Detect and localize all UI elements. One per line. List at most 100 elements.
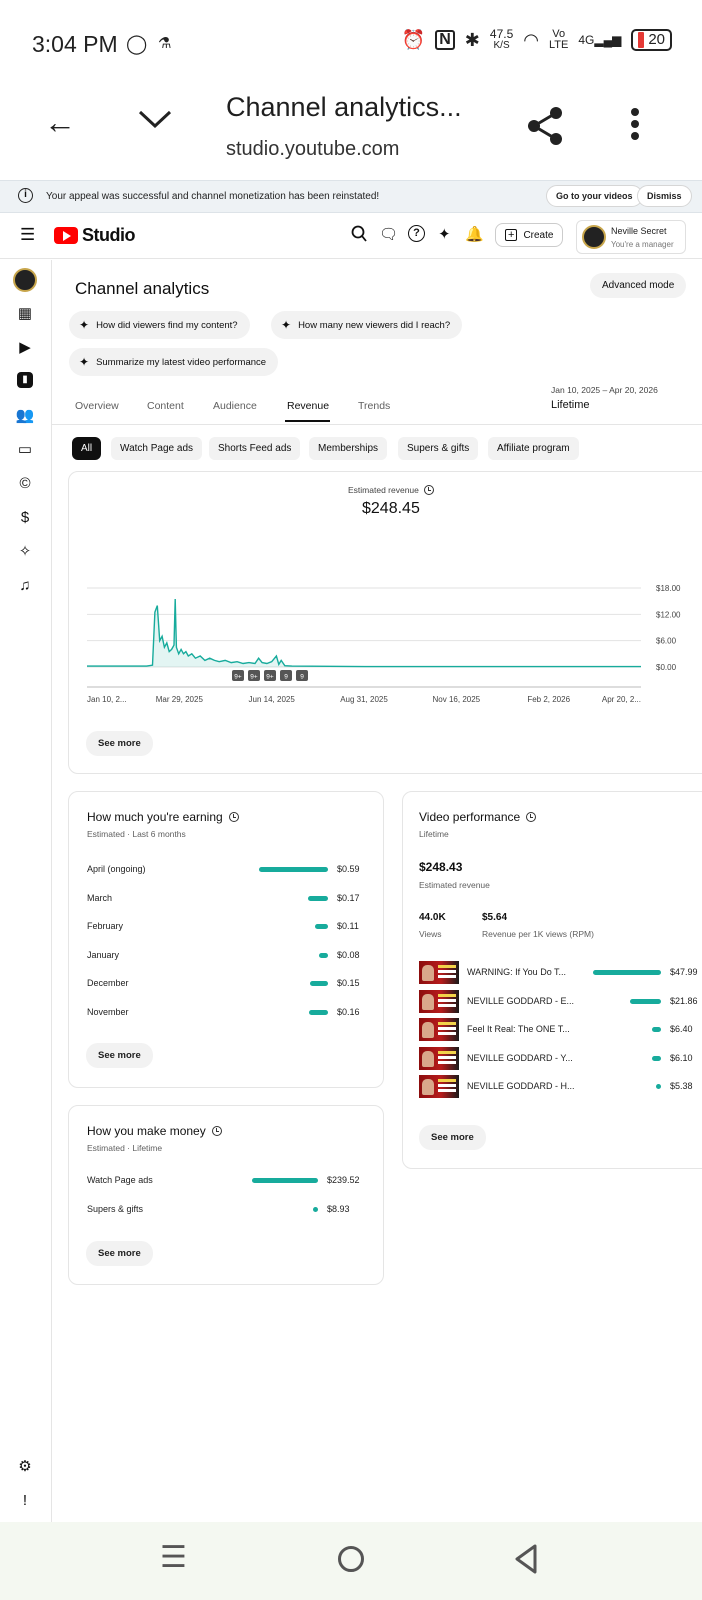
estimated-revenue-label-wrap: Estimated revenue [348, 485, 434, 495]
filter-shorts-feed-ads[interactable]: Shorts Feed ads [209, 437, 301, 460]
filter-memberships[interactable]: Memberships [309, 437, 388, 460]
revenue-area [87, 599, 641, 667]
video-revenue-bar [630, 998, 661, 1004]
studio-logo[interactable]: Studio [54, 225, 136, 246]
video-card-subtitle: Lifetime [419, 829, 449, 839]
notifications-icon[interactable]: 🔔 [465, 226, 484, 243]
help-icon[interactable]: ? [408, 225, 425, 242]
tab-revenue[interactable]: Revenue [287, 400, 330, 412]
settings-icon[interactable]: ⚙ [18, 1458, 32, 1475]
volte-bottom: LTE [548, 39, 569, 51]
more-vert-icon[interactable] [630, 108, 640, 147]
account-name: Neville Secret [611, 226, 667, 236]
video-title[interactable]: NEVILLE GODDARD - Y... [467, 1052, 573, 1063]
chart-event-badge[interactable]: 9+ [264, 670, 276, 681]
video-title[interactable]: WARNING: If You Do T... [467, 967, 567, 977]
earning-row-label: January [87, 949, 120, 960]
video-title[interactable]: NEVILLE GODDARD - E... [467, 995, 575, 1006]
video-thumbnail[interactable] [419, 1046, 459, 1070]
recent-apps-icon[interactable]: ☰ [160, 1541, 187, 1574]
video-revenue-label: Estimated revenue [419, 880, 490, 890]
earn-icon[interactable]: $ [20, 509, 30, 526]
audio-library-icon[interactable]: ♫ [19, 577, 31, 594]
date-range[interactable]: Jan 10, 2025 – Apr 20, 2026 [551, 385, 658, 395]
video-see-more-button[interactable]: See more [419, 1125, 486, 1150]
feedback-icon[interactable]: 🗨 [379, 226, 399, 243]
dashboard-icon[interactable]: ▦ [17, 305, 33, 322]
monetization-banner: i Your appeal was successful and channel… [0, 180, 702, 213]
go-to-videos-button[interactable]: Go to your videos [546, 185, 643, 207]
prompt-chip-new-viewers[interactable]: ✦ How many new viewers did I reach? [271, 311, 463, 339]
video-revenue-bar [593, 970, 661, 975]
money-row-bar [313, 1207, 318, 1212]
earning-row-label: November [87, 1006, 129, 1017]
browser-url[interactable]: studio.youtube.com [226, 138, 400, 160]
revenue-line[interactable] [87, 598, 641, 668]
badge-text: 9 [300, 674, 304, 681]
badge-box [264, 670, 276, 681]
date-preset[interactable]: Lifetime [551, 399, 590, 411]
revenue-see-more-button[interactable]: See more [86, 731, 153, 756]
money-row-label: Supers & gifts [87, 1204, 144, 1214]
menu-icon[interactable]: ☰ [20, 225, 36, 244]
video-title[interactable]: NEVILLE GODDARD - H... [467, 1081, 575, 1091]
video-thumbnail[interactable] [419, 961, 459, 984]
clock-icon [526, 812, 537, 822]
home-icon[interactable] [338, 1546, 364, 1572]
search-icon[interactable] [351, 225, 367, 248]
video-card-title: Video performance [419, 810, 521, 824]
tab-overview[interactable]: Overview [75, 400, 119, 412]
analytics-icon[interactable]: ▮ [17, 372, 33, 388]
chevron-down-icon[interactable] [138, 104, 172, 134]
filter-affiliate[interactable]: Affiliate program [488, 437, 579, 460]
back-nav-icon[interactable] [514, 1544, 538, 1579]
x-tick-label: Mar 29, 2025 [156, 695, 204, 704]
create-label: Create [523, 229, 554, 241]
tabs-divider [52, 424, 702, 425]
back-arrow-icon[interactable]: ← [44, 104, 76, 140]
status-bar: 3:04 PM ◯ ⚗ ⏰ N ✱ 47.5 K/S ◠ Vo LTE 4G▂▄… [0, 0, 702, 80]
prompt-chip-summarize[interactable]: ✦ Summarize my latest video performance [69, 348, 279, 376]
filter-all[interactable]: All [72, 437, 102, 460]
chart-event-badge[interactable]: 9+ [248, 670, 260, 681]
video-title[interactable]: Feel It Real: The ONE T... [467, 1024, 570, 1034]
earning-see-more-button[interactable]: See more [86, 1043, 153, 1068]
earning-row-bar [308, 895, 328, 901]
video-thumbnail[interactable] [419, 1018, 459, 1041]
create-button[interactable]: + Create [495, 223, 564, 247]
advanced-mode-button[interactable]: Advanced mode [590, 273, 687, 298]
chart-event-badge[interactable]: 9 [280, 670, 292, 681]
filter-watch-page-ads[interactable]: Watch Page ads [111, 437, 203, 460]
account-chip[interactable]: Neville Secret You're a manager [576, 220, 686, 254]
money-card-title: How you make money [87, 1124, 206, 1138]
customization-icon[interactable]: ✧ [18, 543, 32, 560]
tab-audience[interactable]: Audience [213, 400, 257, 412]
speed-unit: K/S [493, 40, 510, 51]
filter-supers-gifts[interactable]: Supers & gifts [398, 437, 479, 460]
send-feedback-icon[interactable]: ! [22, 1492, 28, 1509]
channel-avatar[interactable] [13, 268, 37, 292]
tab-trends[interactable]: Trends [358, 400, 391, 412]
earning-row-value: $0.17 [337, 892, 360, 903]
chevron-down-svg [138, 110, 172, 129]
tab-content[interactable]: Content [147, 400, 184, 412]
share-icon[interactable] [526, 106, 566, 151]
dismiss-button[interactable]: Dismiss [637, 185, 692, 207]
community-icon[interactable]: 👥 [15, 407, 35, 424]
chart-event-badge[interactable]: 9 [296, 670, 308, 681]
video-thumbnail[interactable] [419, 1075, 459, 1098]
badge-text: 9 [284, 674, 288, 681]
copyright-icon[interactable]: © [19, 475, 31, 492]
earning-card-subtitle: Estimated · Last 6 months [87, 829, 186, 839]
views-label: Views [419, 929, 442, 939]
subtitles-icon[interactable]: ▭ [17, 441, 33, 458]
video-thumbnail[interactable] [419, 989, 459, 1013]
sparkle-icon[interactable]: ✦ [438, 226, 451, 243]
content-icon[interactable]: ▶ [19, 339, 31, 356]
chart-event-badge[interactable]: 9+ [232, 670, 244, 681]
badge-box [248, 670, 260, 681]
clock-icon [423, 485, 434, 495]
money-see-more-button[interactable]: See more [86, 1241, 153, 1266]
prompt-chip-viewers-find[interactable]: ✦ How did viewers find my content? [69, 311, 250, 339]
badge-box [280, 670, 292, 681]
